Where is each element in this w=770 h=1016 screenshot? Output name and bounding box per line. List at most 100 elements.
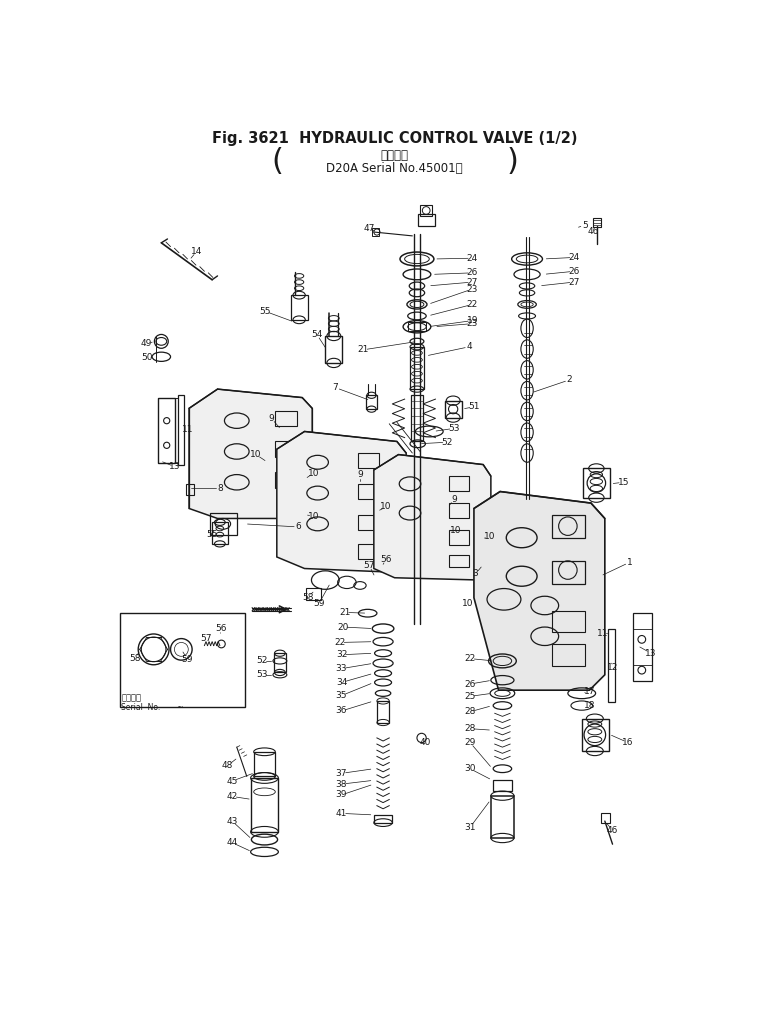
Text: 54: 54 bbox=[311, 330, 323, 339]
Text: 16: 16 bbox=[622, 738, 634, 747]
Text: Fig. 3621  HYDRAULIC CONTROL VALVE (1/2): Fig. 3621 HYDRAULIC CONTROL VALVE (1/2) bbox=[212, 131, 578, 146]
Text: 40: 40 bbox=[420, 738, 431, 747]
Text: 19: 19 bbox=[467, 316, 478, 325]
Bar bbox=[448, 477, 468, 491]
Text: 14: 14 bbox=[191, 247, 203, 256]
Bar bbox=[159, 397, 176, 463]
Text: (: ( bbox=[271, 147, 283, 177]
Text: 37: 37 bbox=[336, 769, 347, 778]
Text: 44: 44 bbox=[226, 838, 238, 847]
Text: 24: 24 bbox=[467, 254, 478, 263]
Text: 26: 26 bbox=[467, 268, 478, 277]
Text: 52: 52 bbox=[256, 656, 268, 665]
Bar bbox=[445, 400, 462, 418]
Bar bbox=[448, 503, 468, 518]
Text: 17: 17 bbox=[584, 687, 595, 696]
Bar bbox=[325, 336, 342, 363]
Text: 32: 32 bbox=[336, 650, 347, 659]
Polygon shape bbox=[277, 432, 407, 572]
Text: 27: 27 bbox=[568, 277, 580, 287]
Text: 27: 27 bbox=[467, 277, 478, 287]
Bar bbox=[448, 555, 468, 567]
Text: 21: 21 bbox=[357, 345, 369, 355]
Bar bbox=[372, 229, 380, 236]
Text: 3: 3 bbox=[473, 569, 478, 578]
Text: 42: 42 bbox=[226, 791, 238, 801]
Text: 38: 38 bbox=[336, 779, 347, 788]
Text: 30: 30 bbox=[464, 764, 476, 773]
Text: 10: 10 bbox=[308, 512, 320, 520]
Text: 57: 57 bbox=[200, 634, 212, 643]
Text: 59: 59 bbox=[182, 655, 193, 663]
Text: 適用号機: 適用号機 bbox=[122, 693, 141, 702]
Text: 1: 1 bbox=[627, 558, 632, 567]
Bar bbox=[553, 611, 585, 632]
Text: 22: 22 bbox=[464, 654, 476, 663]
Text: 57: 57 bbox=[363, 561, 375, 570]
Text: 12: 12 bbox=[607, 662, 618, 672]
Text: 58: 58 bbox=[302, 592, 313, 601]
Text: 46: 46 bbox=[588, 227, 599, 236]
Text: 50: 50 bbox=[141, 353, 152, 362]
Text: 34: 34 bbox=[336, 678, 347, 687]
Bar bbox=[276, 410, 296, 426]
Bar bbox=[186, 484, 193, 496]
Text: 10: 10 bbox=[380, 503, 392, 511]
Text: 29: 29 bbox=[464, 738, 476, 747]
Bar bbox=[359, 453, 380, 468]
Text: 6: 6 bbox=[296, 522, 301, 531]
Bar bbox=[367, 395, 377, 409]
Bar bbox=[553, 515, 585, 537]
Text: 2: 2 bbox=[567, 375, 572, 384]
Text: 18: 18 bbox=[584, 701, 595, 710]
Text: 36: 36 bbox=[336, 706, 347, 715]
Text: 11: 11 bbox=[182, 426, 193, 435]
Bar bbox=[251, 778, 279, 832]
Text: 59: 59 bbox=[313, 598, 325, 608]
Bar bbox=[584, 468, 610, 498]
Bar bbox=[291, 296, 308, 320]
Bar bbox=[420, 205, 433, 215]
Text: 33: 33 bbox=[336, 664, 347, 674]
Bar bbox=[410, 346, 424, 389]
Text: 4: 4 bbox=[467, 342, 472, 352]
Text: 15: 15 bbox=[618, 478, 629, 487]
Text: 26: 26 bbox=[464, 680, 476, 689]
Text: ): ) bbox=[507, 147, 518, 177]
Text: 7: 7 bbox=[333, 383, 338, 392]
Text: 13: 13 bbox=[645, 649, 657, 657]
Text: 8: 8 bbox=[217, 484, 223, 493]
Bar bbox=[178, 395, 185, 464]
Text: 26: 26 bbox=[568, 267, 580, 275]
Bar bbox=[120, 614, 245, 707]
Text: 22: 22 bbox=[467, 300, 478, 309]
Bar bbox=[253, 752, 276, 776]
Bar bbox=[377, 701, 390, 722]
Text: 53: 53 bbox=[448, 424, 460, 433]
Bar bbox=[608, 629, 614, 702]
Text: 適用号機: 適用号機 bbox=[380, 149, 409, 163]
Bar bbox=[359, 484, 380, 499]
Text: 9: 9 bbox=[451, 495, 457, 504]
Text: Serial  No.    -  ~: Serial No. - ~ bbox=[122, 703, 184, 711]
Text: 55: 55 bbox=[206, 530, 218, 539]
Text: 49: 49 bbox=[141, 339, 152, 348]
Bar bbox=[411, 394, 424, 441]
Bar bbox=[209, 513, 237, 534]
Text: 24: 24 bbox=[568, 253, 580, 262]
Text: 10: 10 bbox=[250, 450, 262, 459]
Text: 48: 48 bbox=[222, 761, 233, 770]
Text: 58: 58 bbox=[129, 654, 141, 663]
Bar bbox=[212, 522, 228, 544]
Text: 10: 10 bbox=[484, 531, 495, 541]
Text: 9: 9 bbox=[269, 414, 274, 423]
Bar bbox=[601, 814, 610, 823]
Bar bbox=[374, 815, 393, 823]
Text: D20A Serial No.45001～: D20A Serial No.45001～ bbox=[326, 162, 463, 175]
Bar bbox=[274, 653, 286, 673]
Text: 56: 56 bbox=[216, 624, 227, 633]
Bar bbox=[306, 588, 322, 600]
Text: 23: 23 bbox=[467, 319, 478, 328]
Text: 28: 28 bbox=[464, 707, 476, 716]
Bar bbox=[448, 530, 468, 545]
